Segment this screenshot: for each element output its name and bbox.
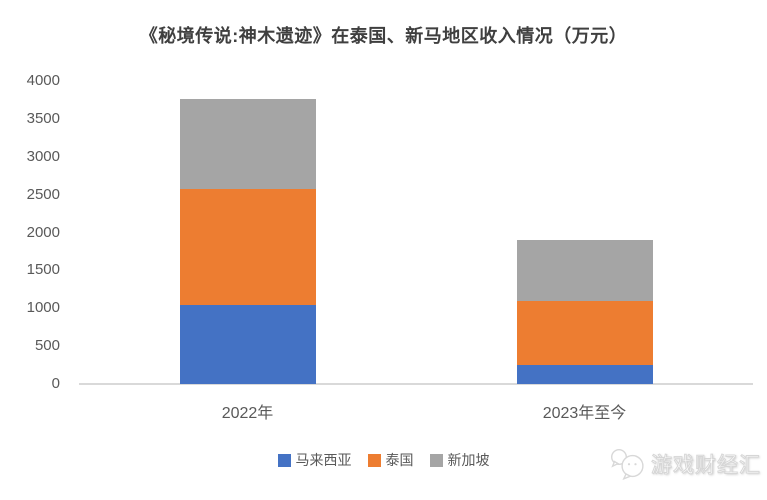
legend: 马来西亚 泰国 新加坡 — [0, 451, 767, 469]
legend-swatch-singapore — [429, 453, 443, 467]
y-axis-tick-label: 0 — [51, 375, 60, 392]
y-axis-tick-label: 2000 — [26, 223, 60, 241]
bar-segment-malaysia — [179, 305, 316, 384]
y-axis-tick-label: 4000 — [26, 72, 60, 89]
legend-item-singapore: 新加坡 — [429, 451, 490, 469]
bar-segment-thailand — [516, 301, 653, 366]
watermark-label: 游戏财经汇 — [651, 453, 761, 477]
bar-segment-singapore — [516, 240, 653, 302]
legend-swatch-thailand — [367, 453, 381, 467]
legend-item-malaysia: 马来西亚 — [277, 451, 352, 469]
y-axis-tick-label: 3000 — [26, 147, 60, 165]
legend-label-singapore: 新加坡 — [447, 452, 490, 468]
y-axis-tick-label: 500 — [34, 337, 60, 355]
x-axis-line — [79, 383, 753, 385]
legend-label-thailand: 泰国 — [385, 452, 414, 468]
y-axis-tick-label: 1000 — [26, 299, 60, 317]
bar-segment-singapore — [179, 99, 316, 189]
y-axis-tick-label: 3500 — [26, 109, 60, 127]
x-axis-category-label: 2022年 — [221, 405, 274, 422]
legend-label-malaysia: 马来西亚 — [295, 452, 352, 468]
y-axis-tick-label: 1500 — [26, 261, 60, 279]
speech-bubbles-icon — [610, 448, 644, 480]
legend-swatch-malaysia — [277, 453, 291, 467]
x-axis-category-label: 2023年至今 — [542, 405, 627, 422]
bar-segment-malaysia — [516, 365, 653, 384]
chart-title: 《秘境传说:神木遗迹》在泰国、新马地区收入情况（万元） — [139, 26, 628, 46]
bar-segment-thailand — [179, 188, 316, 306]
y-axis-tick-label: 2500 — [26, 185, 60, 203]
legend-item-thailand: 泰国 — [367, 451, 414, 469]
watermark: 游戏财经汇 — [608, 447, 761, 480]
